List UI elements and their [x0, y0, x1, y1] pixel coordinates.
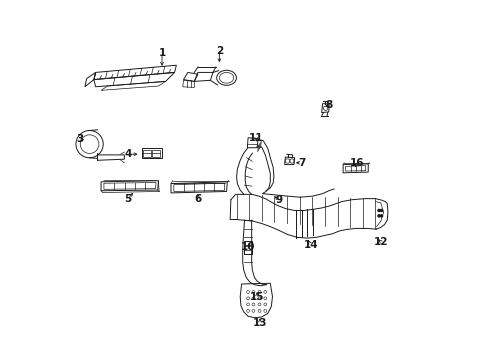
- Circle shape: [380, 215, 382, 217]
- Text: 3: 3: [76, 134, 83, 144]
- Text: 8: 8: [325, 100, 332, 110]
- Circle shape: [377, 215, 379, 217]
- Text: 2: 2: [215, 46, 223, 56]
- Text: 5: 5: [124, 194, 131, 204]
- Text: 15: 15: [249, 292, 264, 302]
- Text: 16: 16: [349, 158, 364, 168]
- Text: 6: 6: [194, 194, 201, 204]
- Text: 4: 4: [124, 149, 131, 159]
- Text: 13: 13: [252, 318, 266, 328]
- Text: 11: 11: [248, 133, 263, 143]
- Text: 1: 1: [158, 48, 165, 58]
- Text: 12: 12: [373, 237, 387, 247]
- Text: 14: 14: [303, 239, 318, 249]
- Circle shape: [377, 210, 379, 212]
- Text: 10: 10: [241, 242, 255, 252]
- Circle shape: [380, 210, 382, 212]
- Text: 7: 7: [298, 158, 305, 168]
- Text: 9: 9: [274, 195, 282, 205]
